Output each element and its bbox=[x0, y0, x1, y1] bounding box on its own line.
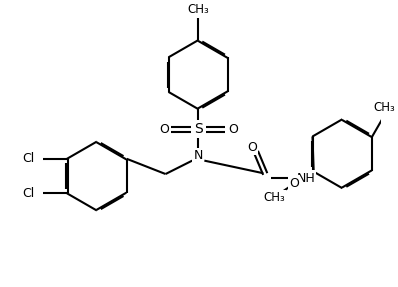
Text: CH₃: CH₃ bbox=[187, 3, 209, 16]
Text: O: O bbox=[289, 177, 299, 190]
Text: O: O bbox=[159, 123, 169, 136]
Text: N: N bbox=[193, 149, 203, 162]
Text: CH₃: CH₃ bbox=[373, 101, 395, 114]
Text: O: O bbox=[247, 141, 257, 154]
Text: CH₃: CH₃ bbox=[263, 191, 285, 204]
Text: O: O bbox=[228, 123, 238, 136]
Text: Cl: Cl bbox=[22, 152, 35, 165]
Text: Cl: Cl bbox=[22, 187, 35, 200]
Text: NH: NH bbox=[297, 172, 315, 185]
Text: S: S bbox=[194, 122, 203, 136]
